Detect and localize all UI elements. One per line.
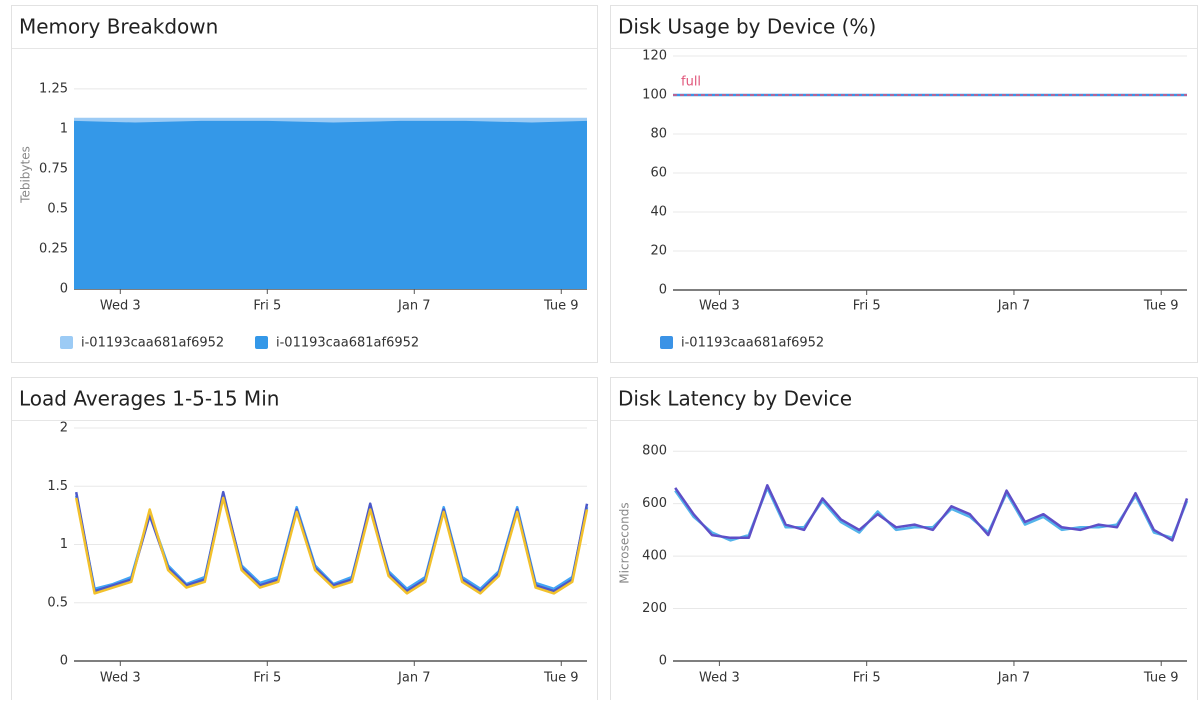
- y-tick-label: 1: [60, 121, 68, 136]
- panel-title: Load Averages 1-5-15 Min: [19, 387, 279, 411]
- panel-title: Memory Breakdown: [19, 15, 218, 39]
- y-tick-label: 20: [650, 244, 667, 259]
- y-tick-label: 0: [60, 654, 68, 669]
- x-tick-label: Jan 7: [997, 299, 1030, 314]
- legend-label: i-01193caa681af6952: [276, 336, 419, 351]
- y-tick-label: 800: [642, 444, 667, 459]
- y-tick-label: 0: [659, 654, 667, 669]
- y-axis-label: Microseconds: [618, 502, 632, 583]
- y-axis-label: Tebibytes: [19, 146, 33, 204]
- x-tick-label: Tue 9: [1143, 299, 1179, 314]
- y-tick-label: 1: [60, 537, 68, 552]
- x-tick-label: Fri 5: [853, 671, 881, 686]
- x-tick-label: Jan 7: [397, 299, 430, 314]
- y-tick-label: 60: [650, 166, 667, 181]
- legend-swatch: [60, 336, 73, 349]
- panel-title: Disk Latency by Device: [618, 387, 852, 411]
- y-tick-label: 0.5: [47, 201, 68, 216]
- x-tick-label: Tue 9: [543, 671, 579, 686]
- y-tick-label: 0.5: [47, 595, 68, 610]
- x-tick-label: Wed 3: [699, 671, 740, 686]
- legend-label: i-01193caa681af6952: [81, 336, 224, 351]
- y-tick-label: 0: [60, 282, 68, 297]
- panel: [610, 377, 1198, 704]
- x-tick-label: Wed 3: [100, 299, 141, 314]
- x-tick-label: Tue 9: [1143, 671, 1179, 686]
- y-tick-label: 120: [642, 49, 667, 64]
- x-tick-label: Jan 7: [997, 671, 1030, 686]
- line: [674, 484, 1189, 542]
- y-tick-label: 0.25: [39, 241, 68, 256]
- y-tick-label: 1.5: [47, 479, 68, 494]
- x-tick-label: Fri 5: [253, 671, 281, 686]
- line: [74, 496, 589, 595]
- panel: [610, 5, 1198, 363]
- legend-swatch: [660, 336, 673, 349]
- x-tick-label: Wed 3: [100, 671, 141, 686]
- y-tick-label: 1.25: [39, 81, 68, 96]
- panel-title: Disk Usage by Device (%): [618, 15, 876, 39]
- x-tick-label: Fri 5: [853, 299, 881, 314]
- y-tick-label: 400: [642, 549, 667, 564]
- x-tick-label: Fri 5: [253, 299, 281, 314]
- y-tick-label: 80: [650, 127, 667, 142]
- area: [74, 120, 587, 290]
- y-tick-label: 2: [60, 421, 68, 436]
- marker-label: full: [681, 75, 701, 90]
- legend-label: i-01193caa681af6952: [681, 336, 824, 351]
- x-tick-label: Wed 3: [699, 299, 740, 314]
- y-tick-label: 100: [642, 88, 667, 103]
- legend-swatch: [255, 336, 268, 349]
- x-tick-label: Jan 7: [397, 671, 430, 686]
- y-tick-label: 40: [650, 205, 667, 220]
- y-tick-label: 0: [659, 283, 667, 298]
- y-tick-label: 600: [642, 496, 667, 511]
- panel: [11, 377, 598, 704]
- x-tick-label: Tue 9: [543, 299, 579, 314]
- y-tick-label: 0.75: [39, 161, 68, 176]
- y-tick-label: 200: [642, 601, 667, 616]
